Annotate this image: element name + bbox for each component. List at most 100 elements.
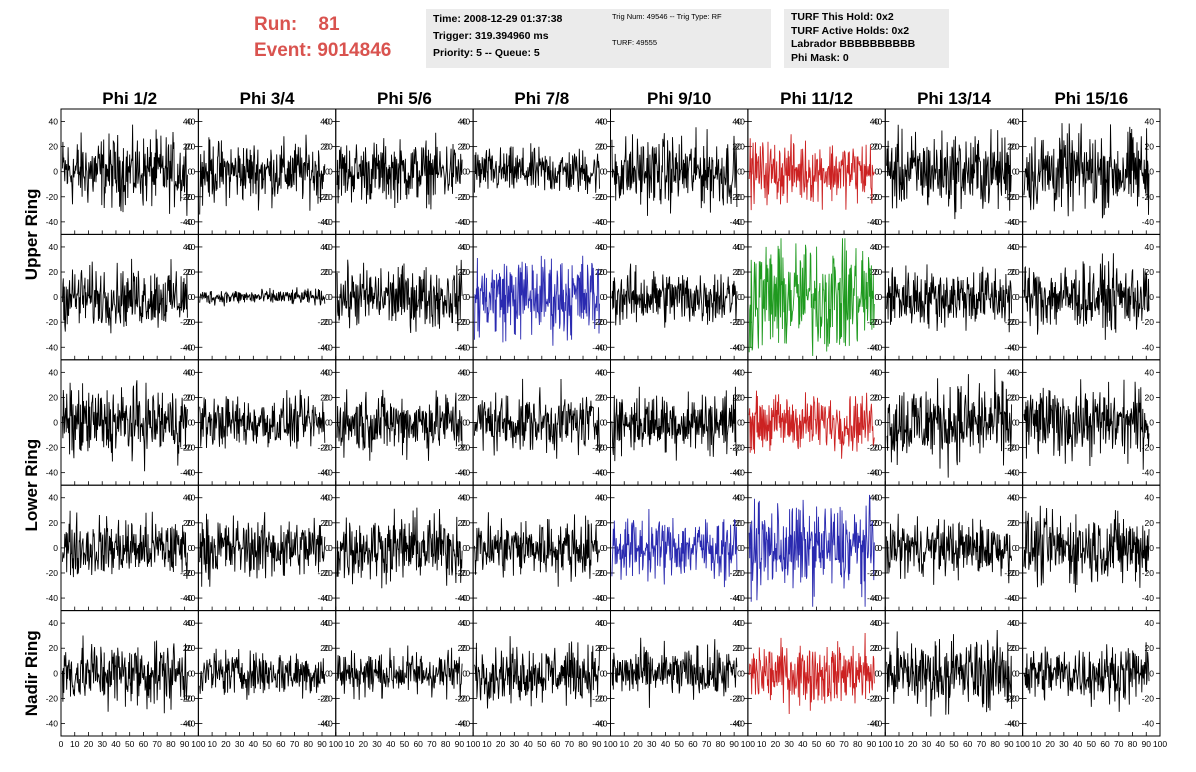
waveform-trace bbox=[1023, 379, 1150, 470]
y-tick-label-right: -40 bbox=[317, 217, 330, 227]
y-tick-label-right: 0 bbox=[875, 167, 880, 177]
y-tick-label-left: 0 bbox=[878, 418, 883, 428]
x-tick-label: 90 bbox=[180, 739, 190, 749]
y-tick-label-left: -20 bbox=[1007, 693, 1020, 703]
waveform-trace bbox=[336, 132, 463, 210]
y-tick-label-left: -40 bbox=[46, 593, 59, 603]
y-tick-label-right: 20 bbox=[870, 518, 880, 528]
y-tick-label-right: -20 bbox=[317, 443, 330, 453]
y-tick-label-right: 20 bbox=[732, 643, 742, 653]
y-tick-label-right: 40 bbox=[1145, 618, 1155, 628]
y-tick-label-left: -40 bbox=[733, 342, 746, 352]
y-tick-label-left: -40 bbox=[870, 593, 883, 603]
y-tick-label-right: 40 bbox=[732, 618, 742, 628]
y-tick-label-left: 0 bbox=[328, 543, 333, 553]
trig-num-line: Trig Num: 49546 -- Trig Type: RF bbox=[612, 12, 722, 21]
y-tick-label-left: -20 bbox=[320, 693, 333, 703]
y-tick-label-left: -40 bbox=[458, 342, 471, 352]
waveform-trace bbox=[336, 389, 463, 461]
y-tick-label-left: 40 bbox=[598, 493, 608, 503]
x-tick-label: 60 bbox=[551, 739, 561, 749]
column-label: Phi 3/4 bbox=[240, 89, 295, 108]
y-tick-label-left: -20 bbox=[733, 568, 746, 578]
y-tick-label-right: -40 bbox=[867, 217, 880, 227]
y-tick-label-left: 20 bbox=[461, 142, 471, 152]
y-tick-label-left: 40 bbox=[323, 117, 333, 127]
y-tick-label-left: 20 bbox=[735, 518, 745, 528]
y-tick-label-right: 40 bbox=[870, 618, 880, 628]
y-tick-label-left: 20 bbox=[186, 643, 196, 653]
y-tick-label-right: 40 bbox=[595, 117, 605, 127]
y-tick-label-left: -20 bbox=[320, 317, 333, 327]
y-tick-label-left: -20 bbox=[1007, 317, 1020, 327]
y-tick-label-left: -20 bbox=[733, 443, 746, 453]
y-tick-label-right: -40 bbox=[730, 593, 743, 603]
y-tick-label-left: -40 bbox=[1007, 342, 1020, 352]
y-tick-label-right: -20 bbox=[1004, 568, 1017, 578]
y-tick-label-left: 20 bbox=[461, 518, 471, 528]
y-tick-label-right: 20 bbox=[1007, 267, 1017, 277]
y-tick-label-right: -40 bbox=[592, 342, 605, 352]
y-tick-label-right: 20 bbox=[320, 518, 330, 528]
x-tick-label: 100 bbox=[466, 739, 480, 749]
y-tick-label-right: 20 bbox=[595, 267, 605, 277]
y-tick-label-right: -40 bbox=[455, 718, 468, 728]
y-tick-label-right: 40 bbox=[320, 493, 330, 503]
y-tick-label-right: 20 bbox=[183, 142, 193, 152]
y-tick-label-left: -40 bbox=[870, 217, 883, 227]
y-tick-label-left: -20 bbox=[595, 317, 608, 327]
y-tick-label-left: 20 bbox=[186, 518, 196, 528]
y-tick-label-right: -40 bbox=[180, 718, 193, 728]
y-tick-label-right: 20 bbox=[870, 643, 880, 653]
waveform-trace bbox=[199, 512, 326, 587]
y-tick-label-right: 0 bbox=[737, 167, 742, 177]
y-tick-label-left: 0 bbox=[465, 292, 470, 302]
x-tick-label: 70 bbox=[427, 739, 437, 749]
phi-mask-line: Phi Mask: 0 bbox=[791, 51, 849, 64]
y-tick-label-right: 40 bbox=[458, 117, 468, 127]
x-tick-label: 20 bbox=[221, 739, 231, 749]
x-tick-label: 10 bbox=[345, 739, 355, 749]
y-tick-label-left: -40 bbox=[733, 468, 746, 478]
y-tick-label-right: -40 bbox=[180, 342, 193, 352]
x-tick-label: 30 bbox=[647, 739, 657, 749]
y-tick-label-left: 0 bbox=[878, 543, 883, 553]
y-tick-label-right: -20 bbox=[730, 192, 743, 202]
y-tick-label-left: -20 bbox=[320, 192, 333, 202]
y-tick-label-right: 40 bbox=[183, 618, 193, 628]
y-tick-label-right: 0 bbox=[600, 543, 605, 553]
y-tick-label-right: 40 bbox=[1145, 367, 1155, 377]
y-tick-label-right: 0 bbox=[875, 418, 880, 428]
y-tick-label-right: -40 bbox=[317, 718, 330, 728]
y-tick-label-left: -40 bbox=[183, 342, 196, 352]
y-tick-label-left: 40 bbox=[1010, 493, 1020, 503]
y-tick-label-right: 40 bbox=[1007, 367, 1017, 377]
y-tick-label-right: -20 bbox=[1142, 568, 1155, 578]
y-tick-label-left: 20 bbox=[1010, 392, 1020, 402]
y-tick-label-left: 20 bbox=[873, 643, 883, 653]
column-label: Phi 15/16 bbox=[1054, 89, 1128, 108]
y-tick-label-right: -20 bbox=[592, 192, 605, 202]
waveform-trace bbox=[1023, 253, 1150, 340]
y-tick-label-right: 20 bbox=[595, 392, 605, 402]
y-tick-label-right: 20 bbox=[183, 518, 193, 528]
event-value: 9014846 bbox=[317, 40, 392, 61]
y-tick-label-left: 40 bbox=[461, 618, 471, 628]
y-tick-label-left: 20 bbox=[598, 392, 608, 402]
waveform-trace bbox=[886, 368, 1013, 478]
y-tick-label-left: 20 bbox=[873, 518, 883, 528]
y-tick-label-right: -40 bbox=[592, 468, 605, 478]
trigger-line: Trigger: 319.394960 ms bbox=[433, 30, 549, 42]
y-tick-label-right: -40 bbox=[867, 468, 880, 478]
y-tick-label-left: -40 bbox=[320, 217, 333, 227]
x-tick-label: 50 bbox=[400, 739, 410, 749]
y-tick-label-right: 20 bbox=[458, 267, 468, 277]
y-tick-label-right: 20 bbox=[320, 392, 330, 402]
y-tick-label-right: 40 bbox=[458, 242, 468, 252]
y-tick-label-left: 40 bbox=[873, 367, 883, 377]
y-tick-label-left: 40 bbox=[323, 242, 333, 252]
y-tick-label-left: 0 bbox=[740, 418, 745, 428]
y-tick-label-left: 0 bbox=[1015, 292, 1020, 302]
x-tick-label: 40 bbox=[523, 739, 533, 749]
waveform-trace bbox=[611, 386, 738, 462]
